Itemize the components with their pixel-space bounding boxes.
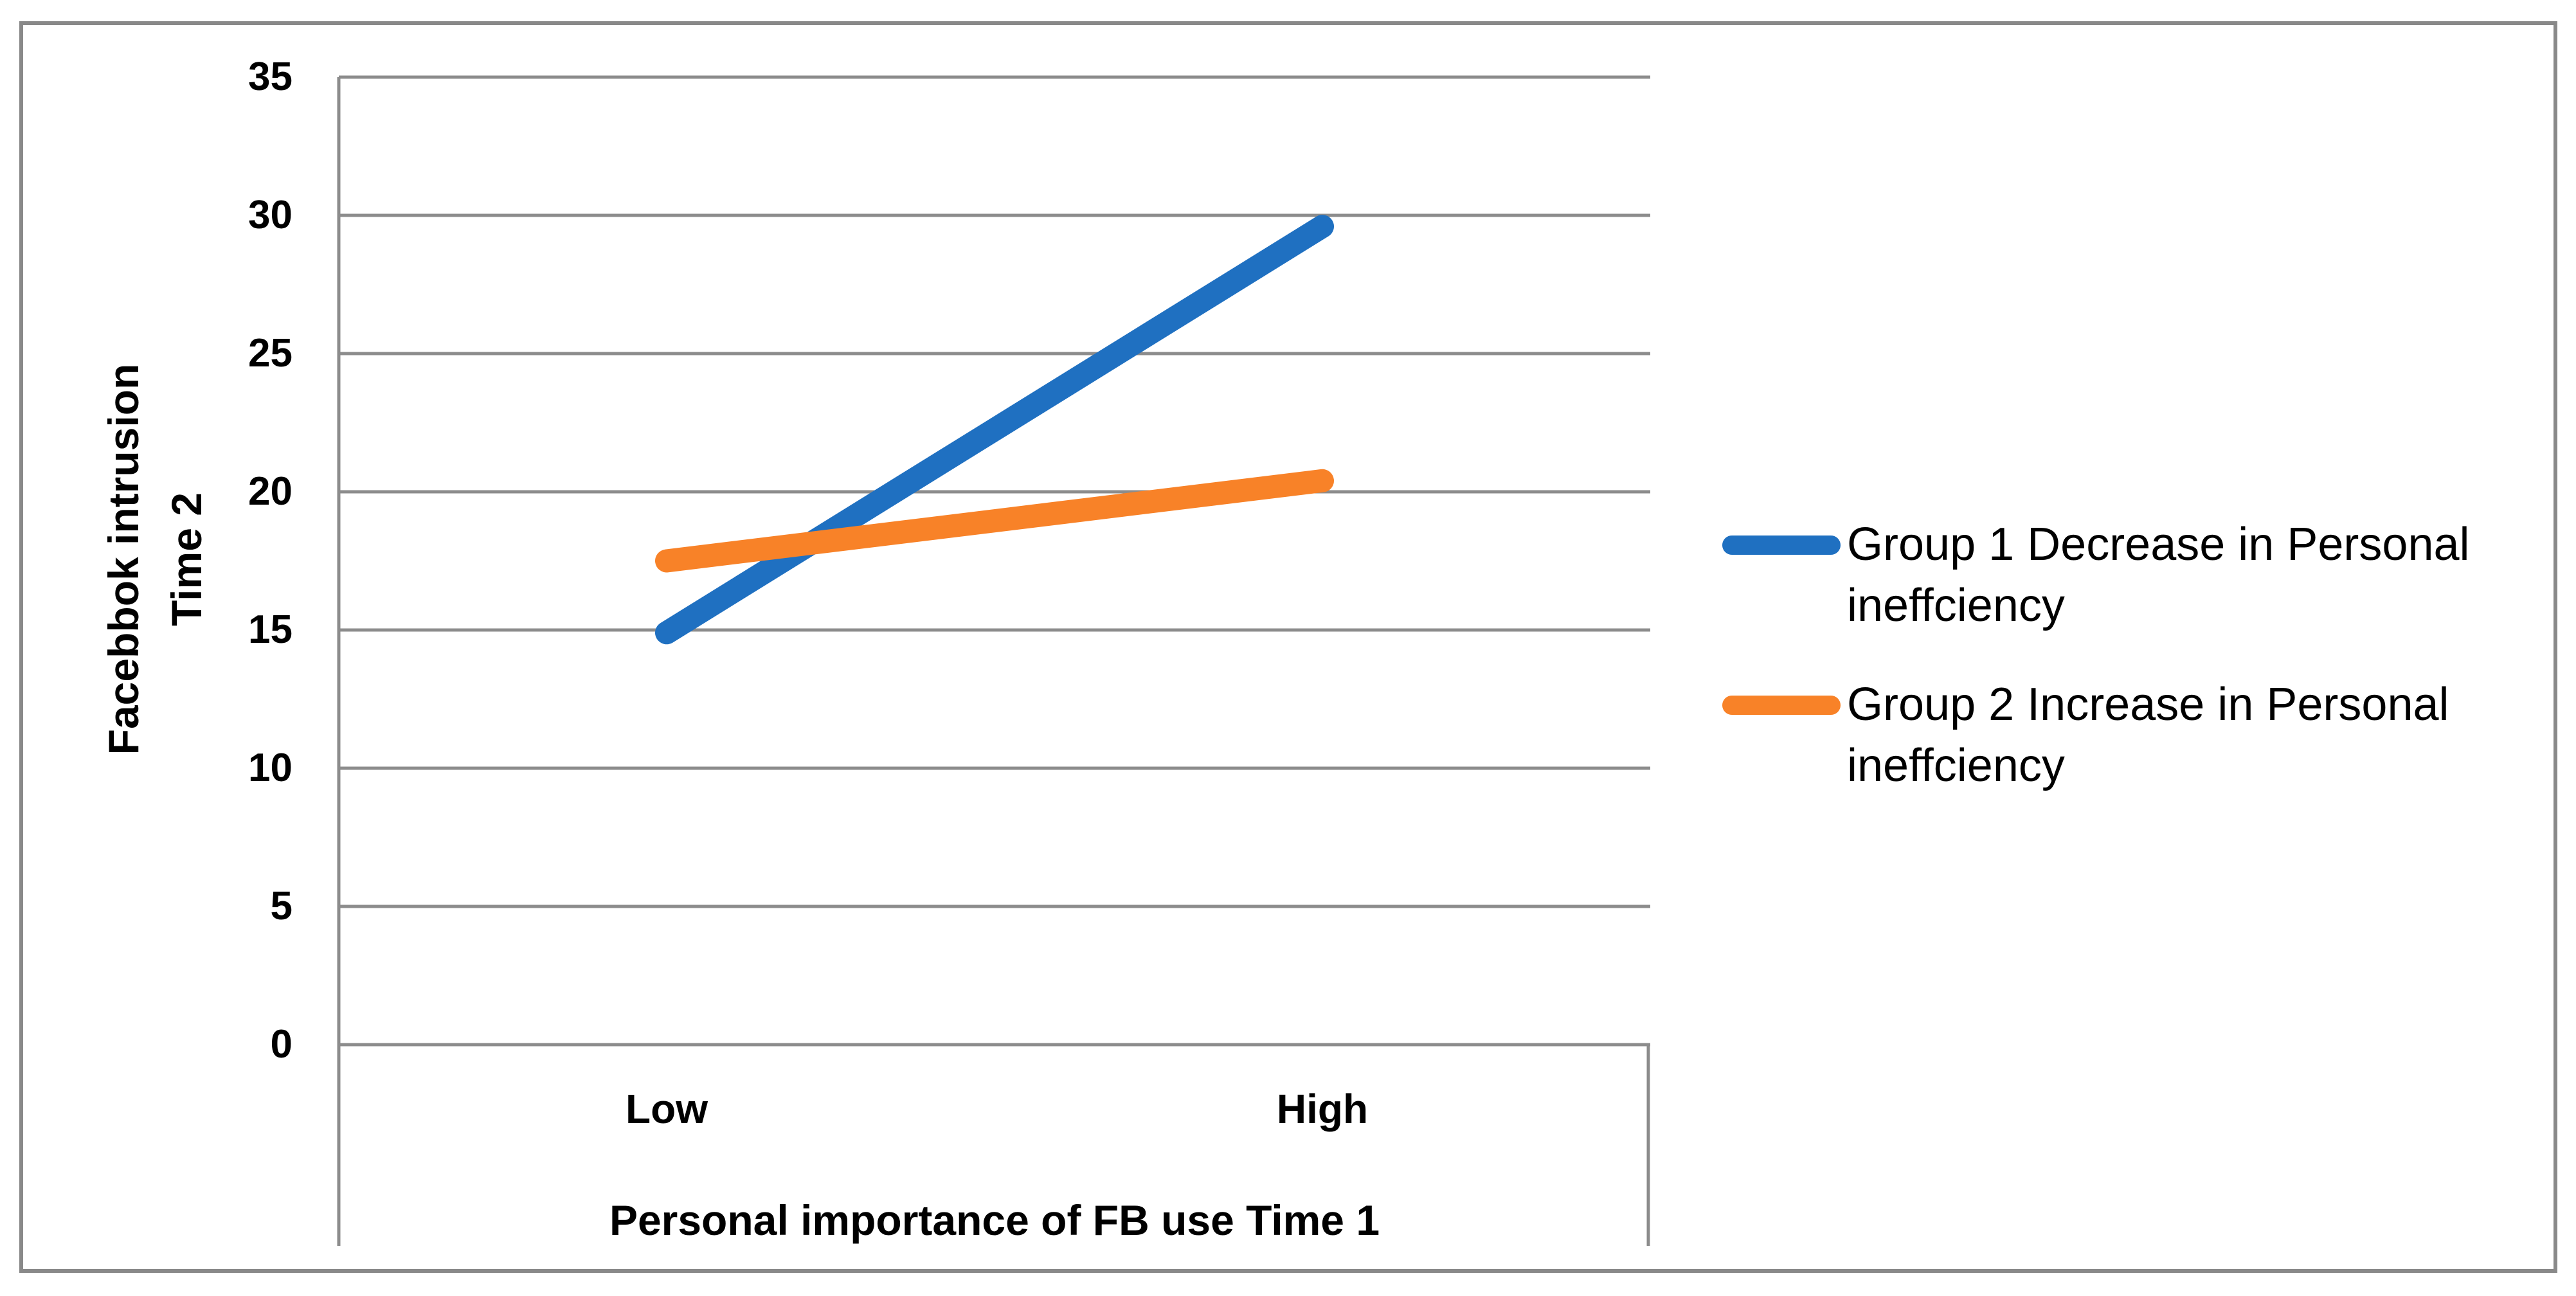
x-axis-title: Personal importance of FB use Time 1 — [609, 1196, 1380, 1244]
axis-lines — [337, 77, 1650, 1246]
y-tick-label: 10 — [248, 746, 293, 790]
legend-line-swatch — [1722, 696, 1841, 715]
legend-item-2: Group 2 Increase in Personal ineffciency — [1722, 674, 2470, 797]
series-line-2 — [655, 469, 1334, 573]
y-axis-title-text: Facebbok intrusion Time 2 — [100, 363, 210, 755]
legend-item-1: Group 1 Decrease in Personal ineffciency — [1722, 514, 2470, 636]
y-tick-label: 35 — [248, 55, 293, 99]
legend-label: Group 1 Decrease in Personal ineffciency — [1847, 519, 2470, 631]
x-tick-label-high: High — [1276, 1086, 1369, 1132]
gridlines — [339, 75, 1650, 1047]
y-tick-label: 0 — [270, 1022, 293, 1066]
y-tick-label: 30 — [248, 193, 293, 237]
legend-label: Group 2 Increase in Personal ineffciency — [1847, 679, 2449, 791]
y-tick-label: 5 — [270, 884, 293, 928]
series-lines — [655, 215, 1334, 645]
y-tick-label: 25 — [248, 331, 293, 375]
figure-border — [19, 21, 2557, 1273]
x-tick-label-low: Low — [626, 1086, 708, 1132]
legend: Group 1 Decrease in Personal ineffciency… — [1722, 514, 2470, 797]
series-line-1 — [655, 215, 1334, 645]
y-tick-label: 15 — [248, 608, 293, 652]
y-tick-label: 20 — [248, 469, 293, 514]
legend-line-swatch — [1722, 536, 1841, 555]
